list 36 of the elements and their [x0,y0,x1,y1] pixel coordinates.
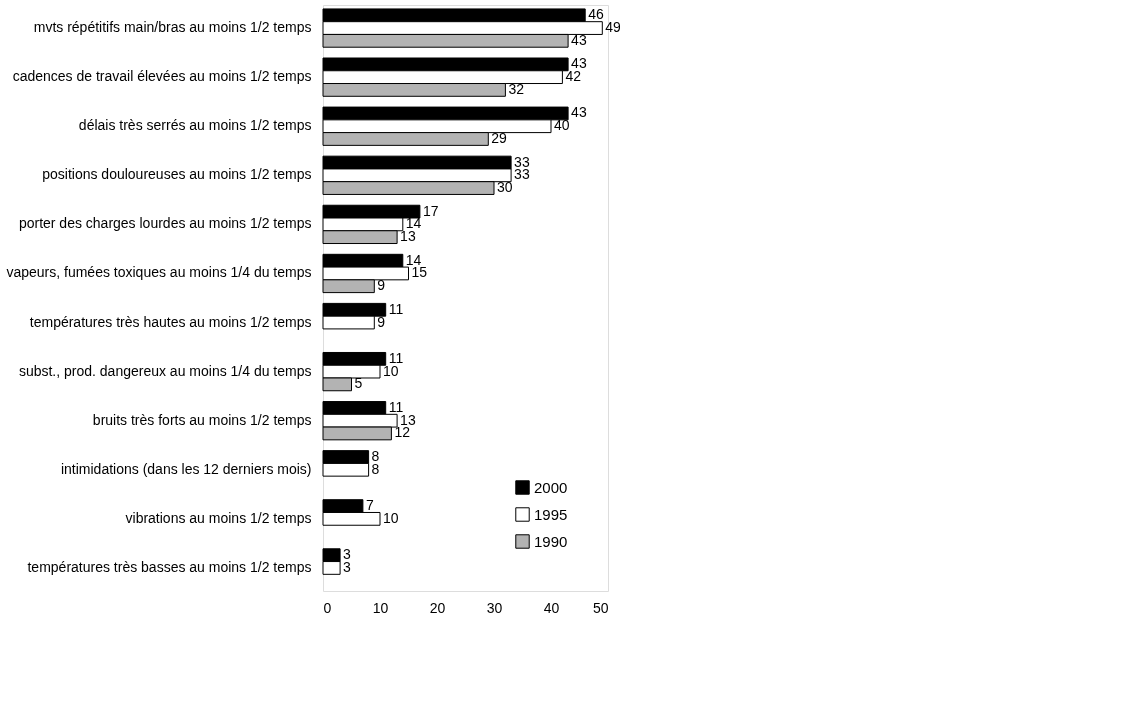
x-tick-label: 40 [543,599,560,616]
data-label: 5 [354,375,363,392]
data-label: 9 [377,277,386,294]
y-tick-label: bruits très forts au moins 1/2 temps [92,411,312,428]
y-tick-label: vibrations au moins 1/2 temps [125,509,312,526]
x-tick-label: 0 [323,599,332,616]
data-label: 49 [605,19,622,36]
y-tick-label: cadences de travail élevées au moins 1/2 temps [12,68,312,85]
y-tick-label: températures très hautes au moins 1/2 temps [29,313,312,330]
legend-label: 1995 [534,505,568,523]
x-tick-label: 10 [372,599,389,616]
y-tick-label: subst., prod. dangereux au moins 1/4 du temps [18,362,312,379]
legend-label: 1990 [534,532,568,550]
data-label: 43 [571,104,587,121]
legend-label: 2000 [534,478,568,496]
data-label: 46 [588,6,604,23]
data-label: 17 [422,202,439,219]
data-label: 40 [554,117,570,134]
y-tick-label: vapeurs, fumées toxiques au moins 1/4 du temps [6,264,312,281]
y-tick-label: intimidations (dans les 12 derniers mois) [60,460,312,477]
x-tick-label: 30 [486,599,503,616]
x-tick-label: 50 [592,599,609,616]
data-label: 11 [388,300,404,317]
data-label: 43 [571,31,587,48]
data-label: 10 [383,509,399,526]
data-label: 7 [365,497,374,514]
y-tick-label: délais très serrés au moins 1/2 temps [78,117,312,134]
y-tick-label: positions douloureuses au moins 1/2 temps [42,166,312,183]
y-tick-label: porter des charges lourdes au moins 1/2 temps [18,215,312,232]
y-tick-label: températures très basses au moins 1/2 temps [27,558,312,575]
data-label: 9 [377,313,386,330]
data-label: 29 [491,129,508,146]
data-label: 30 [497,179,513,196]
y-tick-label: mvts répétitifs main/bras au moins 1/2 temps [33,19,312,36]
data-label: 32 [508,80,525,97]
x-tick-label: 20 [429,599,446,616]
